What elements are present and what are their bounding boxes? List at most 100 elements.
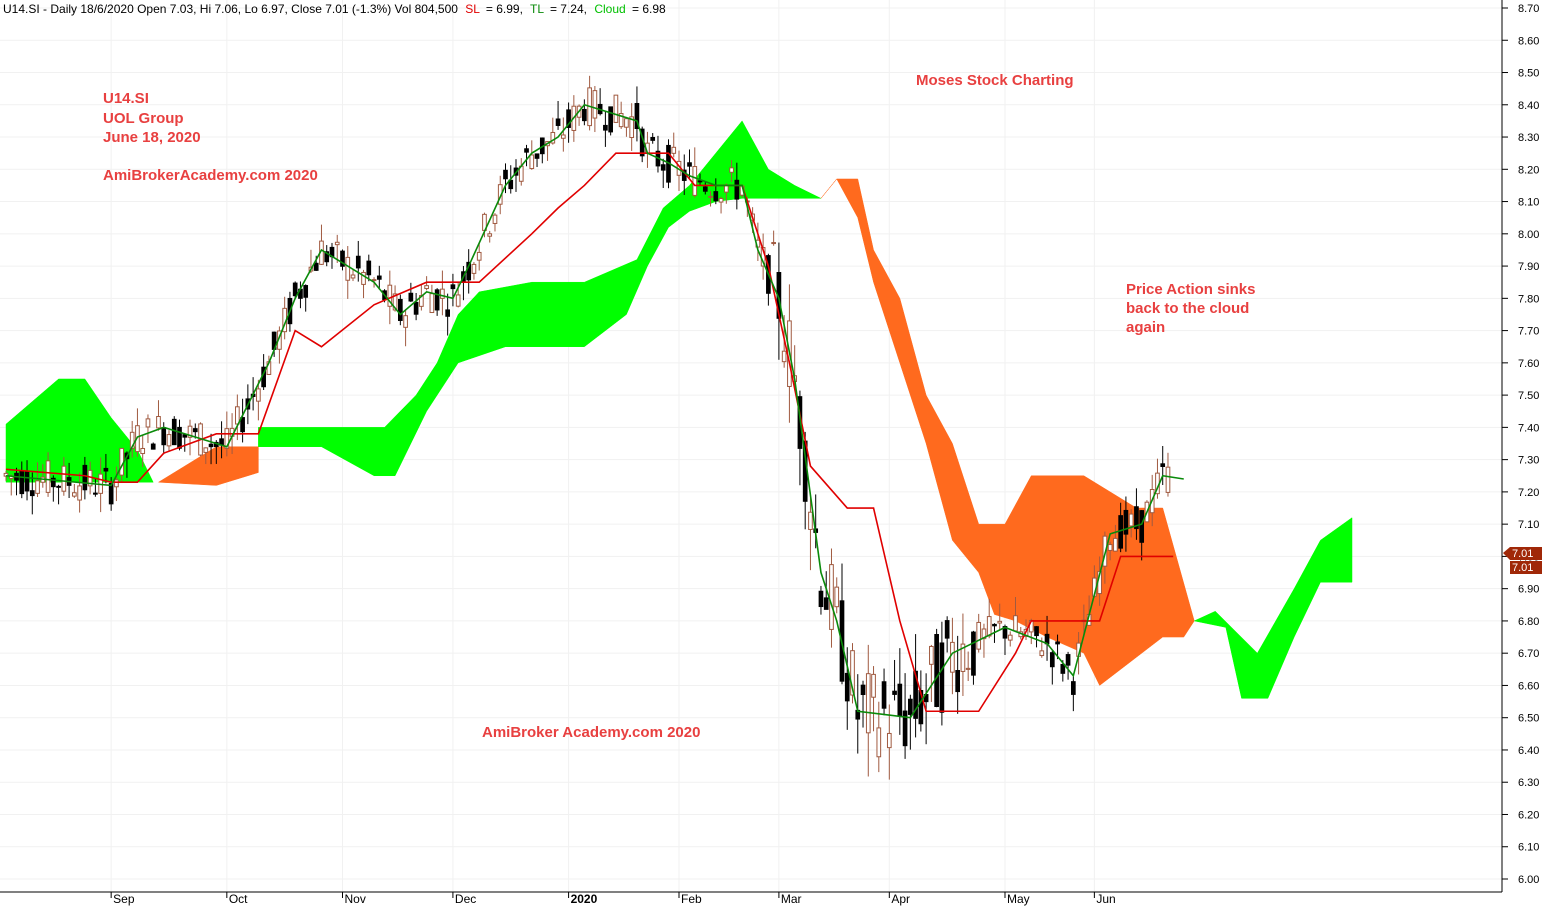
candle xyxy=(771,230,776,246)
candle xyxy=(150,442,156,450)
candle xyxy=(103,453,109,484)
candle xyxy=(608,106,613,136)
candle xyxy=(282,296,288,340)
candle xyxy=(1160,445,1166,486)
candle xyxy=(256,379,261,421)
candle xyxy=(576,104,582,126)
candle xyxy=(140,434,146,468)
candle xyxy=(908,694,913,750)
candle xyxy=(560,117,566,152)
candle xyxy=(844,647,850,730)
candle xyxy=(93,478,98,497)
candle xyxy=(292,281,298,299)
kijun-line xyxy=(5,152,1174,713)
price-tick-label: 6.20 xyxy=(1518,809,1539,821)
price-tick-label: 8.70 xyxy=(1518,3,1539,15)
candle xyxy=(82,456,88,500)
candle xyxy=(466,249,472,294)
candle xyxy=(981,623,987,658)
bullish-cloud xyxy=(1193,517,1353,699)
candle xyxy=(129,420,135,458)
bearish-cloud xyxy=(157,446,259,486)
candle xyxy=(182,434,188,452)
candle xyxy=(35,462,40,498)
price-tick-label: 6.00 xyxy=(1518,874,1539,886)
candle xyxy=(77,472,82,513)
candle xyxy=(240,398,245,443)
price-tick-label: 6.10 xyxy=(1518,842,1539,854)
candle xyxy=(492,213,498,232)
price-tick-label: 7.10 xyxy=(1518,519,1539,531)
candle xyxy=(566,102,571,143)
price-tick-label: 7.60 xyxy=(1518,358,1539,370)
candle xyxy=(1113,524,1118,552)
price-tick-label: 8.40 xyxy=(1518,100,1539,112)
time-tick-label: Nov xyxy=(345,892,366,906)
candle xyxy=(808,492,813,571)
price-tick-label: 7.40 xyxy=(1518,422,1539,434)
candle xyxy=(450,273,456,307)
site-annotation-bottom: AmiBroker Academy.com 2020 xyxy=(482,724,700,741)
price-label-bottom: 7.01 xyxy=(1512,562,1533,574)
header-prefix: U14.SI - Daily 18/6/2020 Open 7.03, Hi 7… xyxy=(3,2,458,16)
price-tick-label: 8.20 xyxy=(1518,164,1539,176)
candle xyxy=(192,423,198,439)
candle xyxy=(855,674,861,754)
candle xyxy=(818,585,824,615)
tl-value: = 7.24, xyxy=(550,2,587,16)
candle xyxy=(944,616,950,653)
candle xyxy=(529,140,535,170)
candle xyxy=(692,147,698,198)
candle xyxy=(587,75,592,131)
candle xyxy=(624,116,629,137)
candle xyxy=(634,86,640,142)
candle xyxy=(503,163,508,194)
candle xyxy=(534,153,540,168)
candle xyxy=(650,133,656,144)
candle xyxy=(960,613,966,696)
candle xyxy=(671,132,677,158)
candle xyxy=(361,269,366,299)
candle xyxy=(603,110,608,147)
site-annotation-top: AmiBrokerAcademy.com 2020 xyxy=(103,167,318,184)
candle xyxy=(971,630,976,685)
candle xyxy=(166,430,172,452)
candle xyxy=(376,265,382,290)
candle xyxy=(334,234,340,263)
candle xyxy=(613,94,619,123)
candle xyxy=(997,603,1003,630)
candle xyxy=(934,628,939,708)
candle xyxy=(834,577,840,614)
candle xyxy=(513,159,519,192)
candle xyxy=(760,233,766,280)
candle xyxy=(187,419,193,456)
price-tick-label: 7.20 xyxy=(1518,487,1539,499)
ticker-annotation: U14.SI xyxy=(103,90,149,107)
company-annotation: UOL Group xyxy=(103,110,184,127)
candle xyxy=(929,644,934,702)
candle xyxy=(881,668,887,716)
time-tick-label: Mar xyxy=(781,892,802,906)
sl-value: = 6.99, xyxy=(486,2,523,16)
candle xyxy=(61,457,67,496)
candle xyxy=(440,270,445,316)
price-tick-label: 7.70 xyxy=(1518,326,1539,338)
candle xyxy=(539,137,545,164)
candle xyxy=(939,621,945,726)
time-tick-label: Dec xyxy=(455,892,476,906)
price-tick-label: 6.90 xyxy=(1518,584,1539,596)
price-tick-label: 6.30 xyxy=(1518,777,1539,789)
candle xyxy=(1107,541,1113,561)
time-axis: Sep Oct Nov Dec 2020 Feb Mar Apr May Jun xyxy=(110,892,1116,906)
candle xyxy=(203,447,209,465)
tenkan-line xyxy=(5,103,1184,719)
price-tick-label: 7.30 xyxy=(1518,455,1539,467)
bullish-cloud xyxy=(5,378,154,483)
candle xyxy=(582,99,587,126)
price-tick-label: 8.00 xyxy=(1518,229,1539,241)
candle xyxy=(986,598,992,639)
candle xyxy=(156,400,161,431)
candle xyxy=(897,648,903,735)
grid-lines xyxy=(0,0,1502,892)
bearish-cloud xyxy=(820,178,1195,686)
